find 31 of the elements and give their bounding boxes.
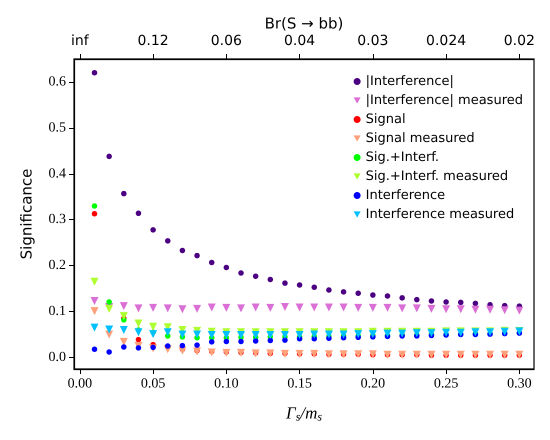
legend-label: Signal: [366, 112, 406, 127]
text: 0.03: [357, 33, 388, 49]
legend-label: Interference measured: [366, 207, 514, 222]
x-tick-label: 0.10: [214, 376, 239, 392]
y-tick-label: 0.0: [48, 350, 66, 366]
x2-axis-title: Br(S → bb): [264, 14, 344, 32]
y-tick-label: 0.2: [48, 258, 66, 274]
x-tick-label: 0.00: [68, 376, 92, 392]
x-tick-label: 0.30: [507, 376, 532, 392]
y-tick-label: 0.6: [48, 74, 66, 90]
legend-label: Sig.+Interf.: [366, 150, 440, 165]
x-tick-label: 0.05: [140, 376, 166, 392]
text: inf: [71, 33, 90, 49]
legend-label: Interference: [366, 188, 446, 203]
y-tick-label: 0.5: [48, 120, 66, 136]
legend-label: Signal measured: [366, 131, 475, 146]
y-tick-label: 0.3: [48, 212, 66, 228]
legend-label: |Interference| measured: [366, 93, 524, 108]
text: 0.12: [138, 33, 169, 49]
y-tick-label: 0.4: [48, 166, 66, 182]
text: 0.02: [504, 33, 535, 49]
x-tick-label: 0.15: [287, 376, 312, 392]
text: 0.06: [210, 33, 242, 49]
y-tick-label: 0.1: [48, 304, 66, 320]
y-axis-title: Significance: [18, 168, 36, 260]
x-tick-label: 0.20: [360, 376, 386, 392]
text: 0.04: [284, 33, 316, 49]
x-tick-label: 0.25: [434, 376, 458, 392]
legend-label: |Interference|: [366, 74, 454, 89]
text: 0.024: [426, 33, 466, 49]
legend-label: Sig.+Interf. measured: [366, 169, 508, 184]
